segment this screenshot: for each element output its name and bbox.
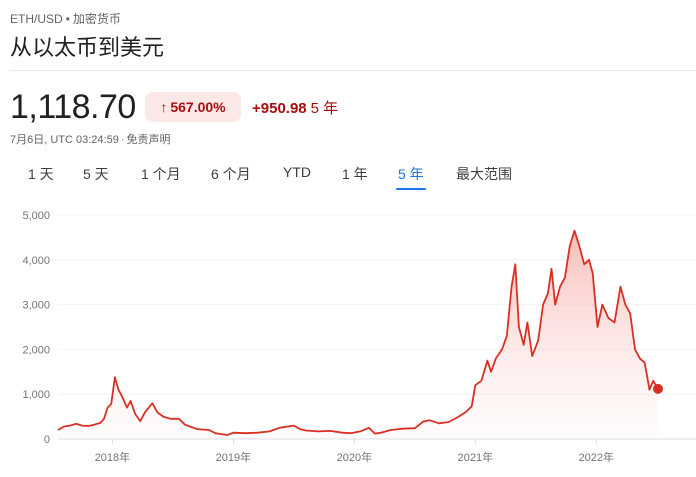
y-tick-label: 5,000 (22, 210, 50, 222)
current-price: 1,118.70 (10, 88, 136, 126)
tab-5-day[interactable]: 5 天 (83, 166, 109, 182)
price-chart[interactable]: 0 1,000 2,000 3,000 4,000 5,000 2018年 2019年 202… (0, 200, 696, 477)
change-period: 5 年 (310, 100, 339, 117)
tab-1-year[interactable]: 1 年 (342, 166, 368, 182)
percent-change-badge: ↑ 567.00% (145, 92, 241, 122)
percent-change-value: 567.00% (170, 99, 226, 115)
pair-symbol: ETH/USD (10, 12, 63, 26)
y-tick-label: 0 (44, 434, 50, 446)
breadcrumb-separator: • (65, 12, 70, 26)
y-tick-label: 1,000 (22, 389, 50, 401)
x-tick-label: 2018年 (95, 450, 130, 464)
absolute-change-value: +950.98 (252, 100, 307, 117)
current-price-marker (653, 383, 663, 394)
y-tick-label: 4,000 (22, 255, 50, 267)
quote-meta: 7月6日, UTC 03:24:59 · 免责声明 (10, 131, 171, 147)
absolute-change: +950.98 5 年 (252, 97, 338, 118)
tab-5-year[interactable]: 5 年 (396, 166, 426, 190)
breadcrumb: ETH/USD • 加密货币 (10, 10, 121, 27)
price-line (57, 229, 659, 436)
x-tick-label: 2019年 (216, 450, 251, 464)
x-tick-label: 2020年 (337, 450, 372, 464)
disclaimer-link[interactable]: 免责声明 (126, 134, 171, 146)
x-tick-label: 2021年 (458, 450, 493, 464)
x-tick-label: 2022年 (579, 450, 614, 464)
tab-6-month[interactable]: 6 个月 (211, 166, 251, 182)
tab-ytd[interactable]: YTD (283, 164, 311, 180)
quote-timestamp: 7月6日, UTC 03:24:59 (10, 134, 119, 146)
tab-1-month[interactable]: 1 个月 (141, 166, 181, 182)
arrow-up-icon: ↑ (160, 99, 168, 115)
header-divider (10, 70, 696, 71)
tab-max[interactable]: 最大范围 (456, 166, 512, 182)
y-tick-label: 3,000 (22, 300, 50, 312)
category-label: 加密货币 (72, 12, 121, 26)
tab-1-day[interactable]: 1 天 (28, 166, 54, 182)
meta-separator: · (120, 134, 125, 146)
x-axis-ticks: 2018年 2019年 2020年 2021年 2022年 (95, 439, 614, 464)
price-area-fill (58, 230, 658, 439)
page-title: 从以太币到美元 (10, 36, 165, 61)
y-axis-ticks: 0 1,000 2,000 3,000 4,000 5,000 (22, 210, 50, 446)
y-tick-label: 2,000 (22, 344, 50, 356)
